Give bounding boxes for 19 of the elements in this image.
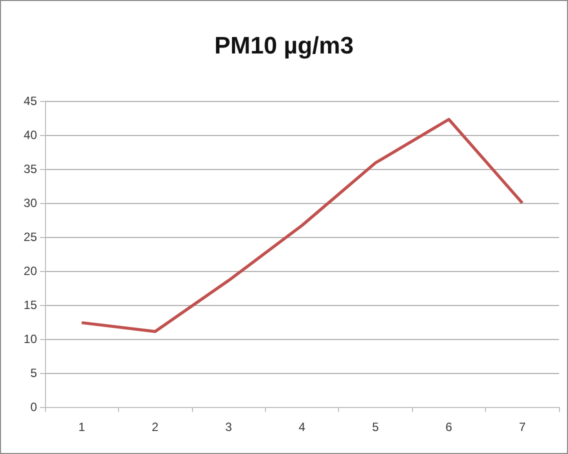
y-tick-label: 25 (24, 230, 38, 244)
line-series (80, 118, 524, 334)
y-tick-label: 5 (30, 366, 38, 380)
x-tick-label: 7 (518, 420, 526, 434)
y-tick-label: 20 (24, 264, 38, 278)
y-tick-label: 30 (24, 196, 38, 210)
x-tick-label: 4 (298, 420, 306, 434)
y-tick-label: 15 (24, 298, 38, 312)
x-tick-label: 6 (446, 420, 453, 434)
x-tick-label: 5 (372, 420, 380, 434)
x-tick-label: 1 (78, 420, 86, 434)
y-tick-label: 0 (30, 400, 38, 414)
y-tick-label: 35 (24, 162, 38, 176)
x-tick-label: 3 (225, 420, 232, 434)
x-tick-label: 2 (152, 420, 159, 434)
y-tick-label: 45 (24, 94, 38, 108)
chart-title: PM10 µg/m3 (214, 32, 354, 60)
y-tick-label: 10 (24, 332, 38, 346)
y-tick-label: 40 (24, 128, 38, 142)
